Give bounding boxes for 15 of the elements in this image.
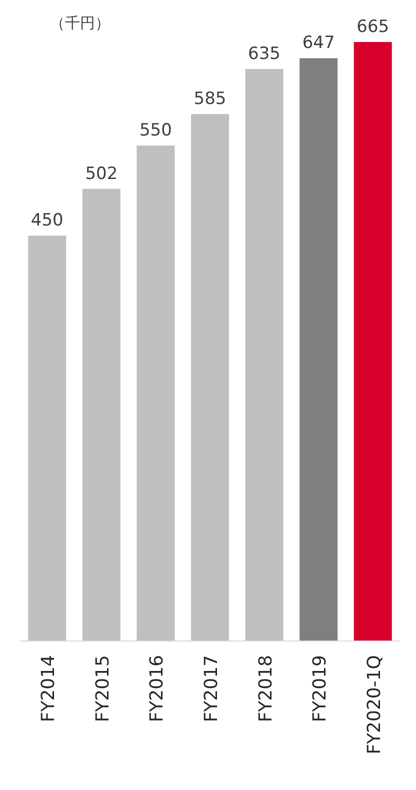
data-label: 585 xyxy=(194,89,226,110)
x-tick-label: FY2020-1Q xyxy=(364,655,385,754)
data-label: 665 xyxy=(356,17,390,37)
x-tick-label: FY2016 xyxy=(146,655,168,722)
x-tick-label: FY2017 xyxy=(201,655,222,722)
data-label: 450 xyxy=(30,210,64,231)
data-label: 550 xyxy=(139,120,172,141)
x-tick-label: FY2015 xyxy=(92,655,114,722)
ylabel: （千円） xyxy=(50,14,110,32)
x-tick-label: FY2014 xyxy=(38,655,60,722)
data-label: 635 xyxy=(248,44,281,64)
data-label: 647 xyxy=(302,33,335,54)
data-label: 502 xyxy=(85,164,118,184)
x-tick-label: FY2019 xyxy=(310,655,331,722)
x-tick-label: FY2018 xyxy=(255,655,276,722)
